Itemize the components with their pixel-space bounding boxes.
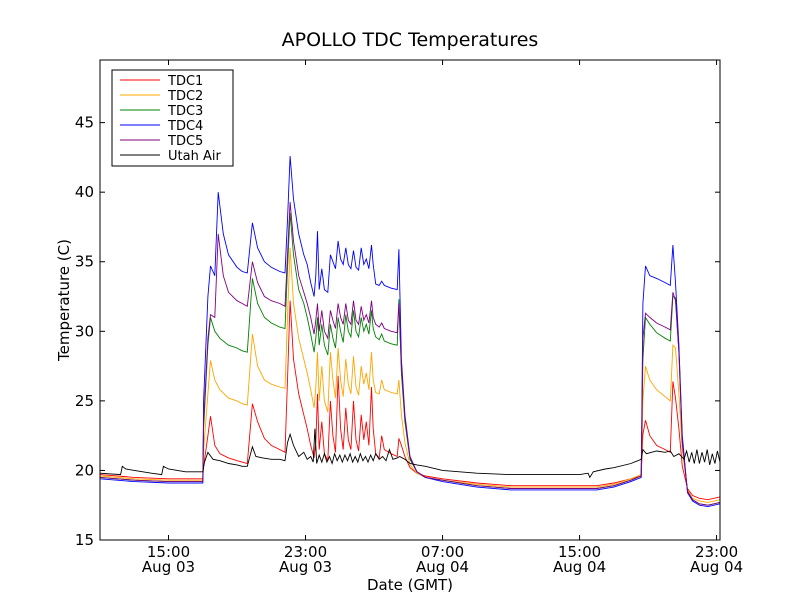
x-tick-time-label: 15:00: [558, 543, 601, 561]
chart-title: APOLLO TDC Temperatures: [282, 29, 539, 51]
legend-label-tdc5: TDC5: [167, 134, 203, 149]
x-tick-date-label: Aug 04: [553, 558, 606, 576]
y-axis-label: Temperature (C): [55, 239, 73, 362]
series-line-utah-air: [100, 428, 720, 479]
x-tick-time-label: 23:00: [284, 543, 327, 561]
x-tick-time-label: 23:00: [695, 543, 738, 561]
x-tick-date-label: Aug 03: [142, 558, 195, 576]
x-axis-label: Date (GMT): [367, 576, 453, 594]
y-tick-label: 40: [75, 183, 94, 201]
legend-label-tdc4: TDC4: [167, 119, 203, 134]
x-tick-time-label: 15:00: [147, 543, 190, 561]
x-tick-date-label: Aug 03: [279, 558, 332, 576]
plot-area: [99, 59, 721, 541]
legend-label-utah-air: Utah Air: [168, 149, 221, 164]
x-tick-date-label: Aug 04: [416, 558, 469, 576]
x-tick-time-label: 07:00: [421, 543, 464, 561]
legend-label-tdc3: TDC3: [167, 104, 203, 119]
series-line-tdc5: [100, 201, 720, 506]
series-line-tdc1: [100, 300, 720, 501]
y-tick-label: 30: [75, 322, 94, 340]
y-tick-label: 35: [75, 253, 94, 271]
y-tick-label: 15: [75, 531, 94, 549]
legend-label-tdc1: TDC1: [167, 74, 203, 89]
legend-box: [111, 69, 234, 167]
x-tick-date-label: Aug 04: [690, 558, 743, 576]
y-tick-label: 20: [75, 461, 94, 479]
y-axis: 15 20 25 30 35 40 45: [75, 114, 720, 549]
y-tick-label: 25: [75, 392, 94, 410]
y-tick-label: 45: [75, 114, 94, 132]
legend-label-tdc2: TDC2: [167, 89, 203, 104]
